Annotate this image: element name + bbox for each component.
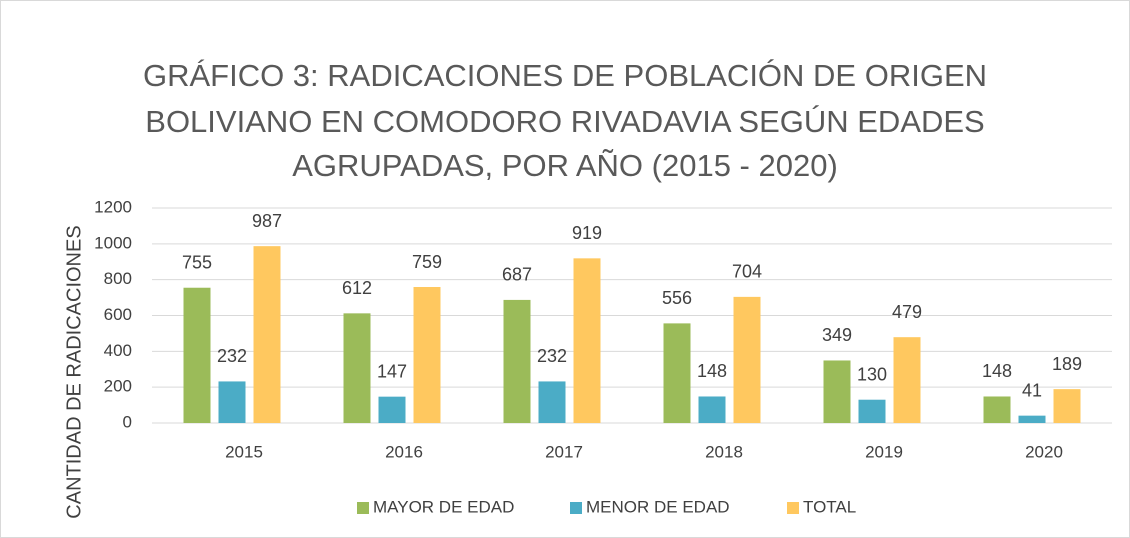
data-label: 479: [892, 302, 922, 322]
data-label: 349: [822, 325, 852, 345]
x-tick-label: 2017: [545, 442, 583, 461]
chart-title: AGRUPADAS, POR AÑO (2015 - 2020): [292, 148, 838, 183]
data-label: 704: [732, 262, 762, 282]
data-label: 612: [342, 278, 372, 298]
data-label: 232: [217, 346, 247, 366]
y-tick-label: 600: [104, 305, 132, 324]
data-label: 759: [412, 252, 442, 272]
x-tick-label: 2020: [1025, 442, 1063, 461]
y-tick-label: 1000: [94, 233, 132, 252]
y-tick-label: 200: [104, 377, 132, 396]
legend-label: MENOR DE EDAD: [586, 497, 730, 516]
bar: [218, 381, 246, 423]
y-tick-label: 0: [123, 412, 132, 431]
bar: [858, 399, 886, 423]
data-label: 41: [1022, 380, 1042, 400]
x-tick-label: 2018: [705, 442, 743, 461]
data-label: 189: [1052, 354, 1082, 374]
data-label: 919: [572, 223, 602, 243]
y-tick-label: 800: [104, 269, 132, 288]
bar: [733, 296, 761, 423]
legend-swatch: [570, 502, 582, 514]
bar: [183, 287, 211, 423]
legend-label: MAYOR DE EDAD: [373, 497, 514, 516]
bar: [823, 360, 851, 423]
data-label: 232: [537, 346, 567, 366]
bar: [253, 246, 281, 423]
data-label: 987: [252, 211, 282, 231]
chart-title: BOLIVIANO EN COMODORO RIVADAVIA SEGÚN ED…: [145, 104, 984, 139]
bar: [663, 323, 691, 423]
bar: [343, 313, 371, 423]
bar: [1053, 389, 1081, 423]
bar: [1018, 415, 1046, 423]
chart-title: GRÁFICO 3: RADICACIONES DE POBLACIÓN DE …: [143, 58, 987, 93]
bar: [893, 337, 921, 423]
data-label: 148: [982, 361, 1012, 381]
bar: [573, 258, 601, 423]
bar: [378, 396, 406, 423]
data-label: 687: [502, 265, 532, 285]
data-label: 755: [182, 252, 212, 272]
bar: [698, 396, 726, 423]
data-label: 148: [697, 361, 727, 381]
data-label: 130: [857, 364, 887, 384]
y-axis-label: CANTIDAD DE RADICACIONES: [63, 225, 85, 518]
x-tick-label: 2015: [225, 442, 263, 461]
legend-label: TOTAL: [803, 497, 856, 516]
legend-swatch: [787, 502, 799, 514]
legend-swatch: [357, 502, 369, 514]
x-tick-label: 2019: [865, 442, 903, 461]
x-tick-label: 2016: [385, 442, 423, 461]
data-label: 556: [662, 288, 692, 308]
bar: [413, 287, 441, 423]
y-tick-label: 1200: [94, 197, 132, 216]
bar: [538, 381, 566, 423]
bar: [983, 396, 1011, 423]
bar: [503, 299, 531, 423]
y-tick-label: 400: [104, 341, 132, 360]
data-label: 147: [377, 361, 407, 381]
